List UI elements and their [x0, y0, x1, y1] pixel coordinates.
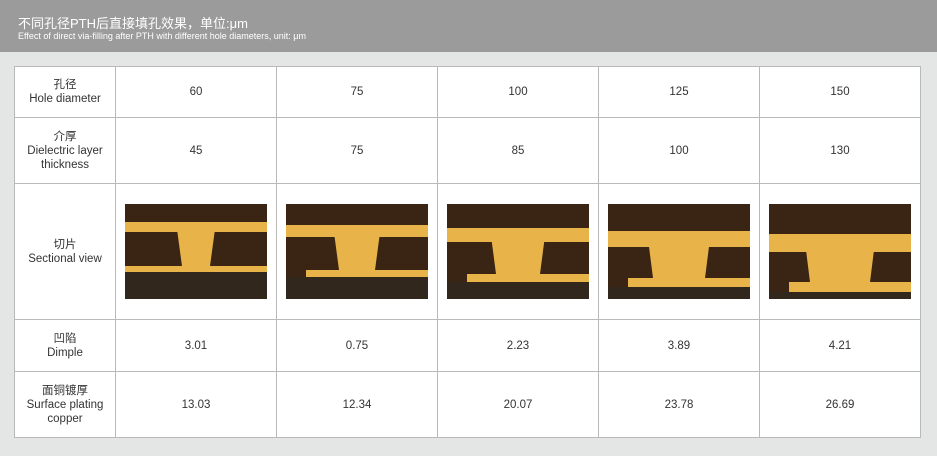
cell-value: 2.23 [437, 319, 599, 372]
label-en: Surface plating copper [26, 398, 104, 425]
cell-value: 85 [437, 117, 599, 184]
section-image [598, 183, 760, 320]
cell-value: 20.07 [437, 371, 599, 438]
row-label: 面铜镀厚 Surface plating copper [14, 371, 116, 438]
table-row: 凹陷 Dimple 3.01 0.75 2.23 3.89 4.21 [14, 319, 921, 372]
cell-value: 23.78 [598, 371, 760, 438]
cell-value: 75 [276, 117, 438, 184]
label-cn: 介厚 [53, 130, 77, 143]
cell-value: 13.03 [115, 371, 277, 438]
cell-value: 45 [115, 117, 277, 184]
cell-value: 100 [437, 66, 599, 118]
cell-value: 130 [759, 117, 921, 184]
label-cn: 面铜镀厚 [42, 384, 88, 397]
label-cn: 孔径 [53, 79, 77, 91]
label-cn: 切片 [53, 238, 77, 251]
section-image [759, 183, 921, 320]
table-row: 孔径 Hole diameter 60 75 100 125 150 [14, 66, 921, 118]
row-label: 介厚 Dielectric layer thickness [14, 117, 116, 184]
cell-value: 4.21 [759, 319, 921, 372]
label-en: Dielectric layer thickness [27, 144, 103, 171]
cell-value: 60 [115, 66, 277, 118]
cross-section-micrograph [608, 204, 750, 299]
cell-value: 12.34 [276, 371, 438, 438]
title-en: Effect of direct via-filling after PTH w… [18, 31, 306, 41]
section-image [276, 183, 438, 320]
cell-value: 26.69 [759, 371, 921, 438]
label-cn: 凹陷 [53, 332, 77, 345]
label-en: Hole diameter [29, 93, 101, 105]
cell-value: 3.01 [115, 319, 277, 372]
row-label: 切片 Sectional view [14, 183, 116, 320]
label-en: Sectional view [28, 252, 102, 265]
cell-value: 0.75 [276, 319, 438, 372]
cross-section-micrograph [286, 204, 428, 299]
table-row: 介厚 Dielectric layer thickness 45 75 85 100 130 [14, 117, 921, 184]
row-label: 凹陷 Dimple [14, 319, 116, 372]
cell-value: 75 [276, 66, 438, 118]
label-en: Dimple [47, 346, 83, 359]
section-image [437, 183, 599, 320]
table-row: 面铜镀厚 Surface plating copper 13.03 12.34 20.0… [14, 371, 921, 438]
cross-section-micrograph [769, 204, 911, 299]
via-fill-table: 孔径 Hole diameter 60 75 100 125 150 介厚 Dielectric… [14, 66, 921, 438]
title-cn: 不同孔径PTH后直接填孔效果，单位:μm [18, 16, 248, 31]
row-label: 孔径 Hole diameter [14, 66, 116, 118]
table-row: 切片 Sectional view [14, 183, 921, 320]
cell-value: 125 [598, 66, 760, 118]
cell-value: 150 [759, 66, 921, 118]
cross-section-micrograph [447, 204, 589, 299]
cross-section-micrograph [125, 204, 267, 299]
section-image [115, 183, 277, 320]
cell-value: 3.89 [598, 319, 760, 372]
header-banner: 不同孔径PTH后直接填孔效果，单位:μm Effect of direct vi… [0, 0, 937, 52]
cell-value: 100 [598, 117, 760, 184]
